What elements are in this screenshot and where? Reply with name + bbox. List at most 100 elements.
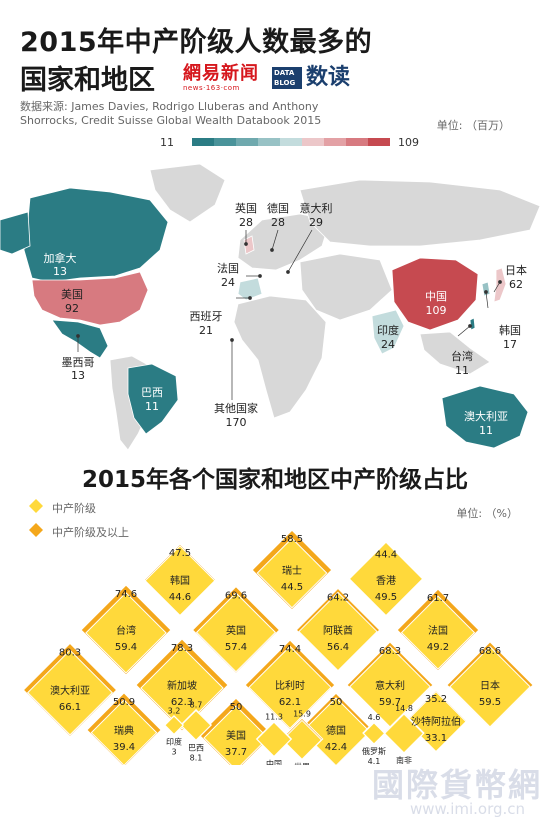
diamond-inner-5: [298, 591, 378, 672]
diamond-middle-value-11: 59.5: [479, 697, 501, 708]
diamond-inner-13: [203, 705, 269, 765]
region-greenland: [149, 163, 226, 223]
diamond-name-15: 印度: [166, 736, 182, 746]
label-korea: 韩国: [499, 323, 521, 337]
region-taiwan: [469, 317, 476, 331]
diamond-name-13: 美国: [226, 729, 246, 742]
diamond-middle-value-13: 37.7: [225, 747, 247, 758]
diamond-name-20: 南非: [396, 755, 412, 765]
datablog-word: 数读: [306, 65, 351, 90]
label-germany: 德国: [267, 201, 289, 215]
diamond-middle-value-10: 59.7: [379, 697, 401, 708]
diamond-inner-16: [180, 709, 212, 741]
diamond-inner-21: [405, 690, 467, 753]
diamond-inner-7: [27, 649, 113, 736]
diamond-inner-14: [301, 697, 371, 765]
region-india: [371, 309, 405, 355]
value-australia: 11: [479, 424, 493, 437]
diamond-middle-up-value-17: 11.3: [265, 713, 283, 722]
diamond-name-17: 中国: [266, 758, 282, 765]
diamond-chart: 80.3 澳大利亚 66.1 78.3 新加坡 62.3 74.6 台湾 59.4 74.4 比利时…: [22, 529, 534, 765]
world-map: 加拿大 13 美国 92 墨西哥 13 巴西 11 英国 28 德国 28 意大…: [0, 163, 541, 451]
diamond-name-16: 巴西: [188, 743, 204, 752]
label-usa: 美国: [61, 288, 83, 301]
diamond-inner-18: [281, 719, 323, 760]
diamond-middle-up-value-8: 78.3: [171, 643, 193, 654]
legend-middle-label: 中产阶级: [52, 502, 96, 515]
diamond-middle-up-value-14: 50: [330, 697, 343, 708]
diamond-middle-up-value-20: 14.8: [395, 704, 413, 713]
netease-news-logo: 網易新闻 news·163·com: [183, 63, 271, 93]
diamond-middle-value-9: 62.1: [279, 697, 301, 708]
diamond-unit: 单位: （%）: [456, 507, 518, 520]
diamond-middle-up-value-10: 68.3: [379, 646, 401, 657]
diamond-name-9: 比利时: [275, 680, 305, 692]
region-brazil: [127, 363, 179, 435]
diamond-middle-up-value-12: 50.9: [113, 697, 135, 708]
diamond-name-2: 香港: [376, 575, 396, 587]
value-brazil: 11: [145, 400, 159, 413]
value-india: 24: [381, 338, 395, 351]
value-korea: 17: [503, 338, 517, 351]
diamond-middle-value-0: 44.6: [169, 592, 191, 603]
label-spain: 西班牙: [190, 310, 223, 323]
legend-middle-up-label: 中产阶级及以上: [52, 526, 129, 539]
label-india: 印度: [377, 323, 399, 337]
diamond-middle-up-value-16: 8.7: [190, 701, 203, 710]
legend-color-scale: [192, 138, 390, 146]
diamond-middle-up-value-1: 58.5: [281, 534, 303, 545]
diamond-middle-value-7: 66.1: [59, 702, 81, 713]
label-canada: 加拿大: [44, 251, 77, 265]
value-uk: 28: [239, 216, 253, 229]
diamond-middle-up-value-3: 74.6: [115, 589, 137, 600]
datablog-box: DATA BLOG: [272, 67, 302, 89]
value-other: 170: [226, 416, 247, 429]
diamond-name-1: 瑞士: [282, 564, 302, 577]
diamond-middle-value-4: 57.4: [225, 642, 247, 653]
diamond-name-19: 俄罗斯: [362, 746, 386, 756]
region-japan: [493, 267, 507, 303]
diamond-inner-17: [256, 721, 292, 757]
label-japan: 日本: [505, 263, 527, 277]
diamond-name-5: 阿联酋: [323, 624, 353, 637]
diamond-middle-value-12: 39.4: [113, 742, 135, 753]
region-usa: [31, 271, 149, 326]
netease-logo-text: 網易新闻: [183, 63, 259, 84]
diamond-middle-value-3: 59.4: [115, 642, 137, 653]
diamond-middle-value-14: 42.4: [325, 742, 347, 753]
diamond-name-3: 台湾: [116, 624, 136, 637]
diamond-name-21: 沙特阿拉伯: [411, 715, 461, 728]
diamond-middle-up-value-18: 15.9: [293, 709, 311, 718]
value-japan: 62: [509, 278, 523, 291]
value-spain: 21: [199, 324, 213, 337]
diamond-inner-1: [256, 537, 328, 609]
diamond-middle-value-6: 49.2: [427, 642, 449, 653]
diamond-name-11: 日本: [480, 679, 500, 692]
region-china: [391, 257, 479, 331]
diamond-inner-12: [90, 699, 158, 765]
diamond-inner-8: [140, 646, 224, 730]
region-russia: [299, 179, 541, 247]
netease-logo-url: news·163·com: [183, 84, 240, 92]
value-canada: 13: [53, 265, 67, 278]
diamond-name-10: 意大利: [375, 679, 405, 692]
diamond-middle-value-1: 44.5: [281, 582, 303, 593]
section-title: 2015年各个国家和地区中产阶级占比: [81, 467, 468, 493]
label-other: 其他国家: [214, 401, 258, 415]
diamond-name-18: 世界: [294, 762, 310, 765]
region-africa: [233, 295, 327, 419]
diamond-middle-up-value-6: 61.7: [427, 593, 449, 604]
region-se-asia: [419, 331, 491, 375]
diamond-middle-up-value-2: 44.4: [375, 549, 397, 560]
source-line2: Shorrocks, Credit Suisse Global Wealth D…: [20, 114, 322, 127]
value-germany: 28: [271, 216, 285, 229]
legend-max: 109: [398, 136, 419, 149]
diamond-name-8: 新加坡: [167, 679, 197, 692]
page-title-line2: 国家和地区: [20, 65, 155, 96]
watermark-logo: 國際貨幣網: [372, 766, 543, 804]
legend-min: 11: [160, 136, 174, 149]
diamond-middle-up-value-11: 68.6: [479, 646, 501, 657]
label-australia: 澳大利亚: [464, 409, 508, 423]
label-brazil: 巴西: [141, 386, 163, 399]
diamond-inner-4: [195, 592, 277, 673]
